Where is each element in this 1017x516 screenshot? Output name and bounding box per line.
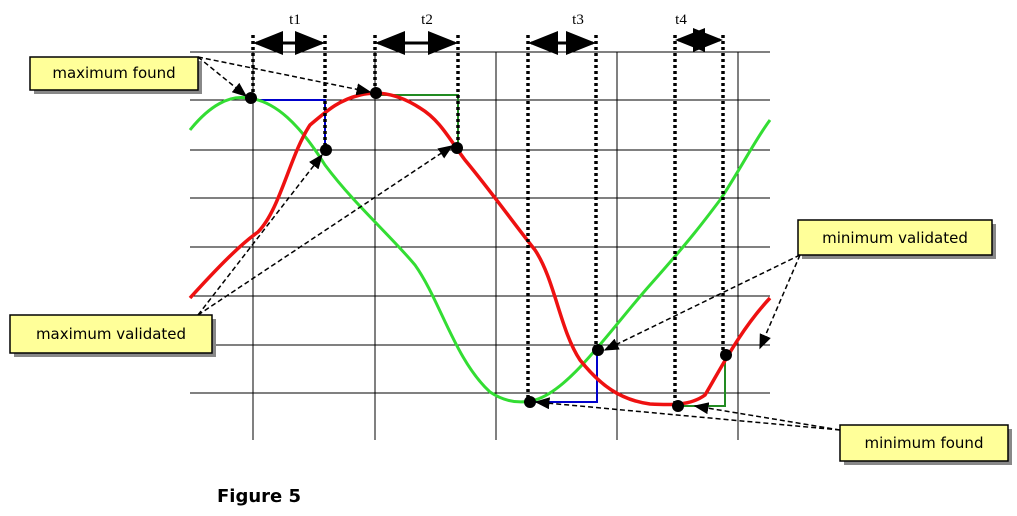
interval-markers	[251, 28, 725, 406]
hold-line	[677, 355, 726, 407]
label-box	[839, 424, 1009, 462]
hold-line	[253, 99, 326, 150]
callout-arrows	[197, 56, 841, 431]
label: minimum validated	[822, 229, 968, 247]
label-box	[797, 219, 993, 256]
hold-line	[375, 94, 459, 150]
caption: Figure 5	[217, 486, 301, 507]
label: maximum found	[52, 64, 175, 82]
red-curve	[188, 91, 772, 407]
interval-label: t4	[675, 12, 687, 28]
label-box	[9, 314, 213, 354]
green-curve	[188, 95, 772, 404]
interval-label: t3	[572, 12, 584, 28]
interval-label: t1	[289, 12, 301, 28]
label: minimum found	[865, 434, 984, 452]
hold-line	[530, 350, 598, 403]
label-box	[29, 56, 199, 91]
interval-label: t2	[421, 12, 433, 28]
points	[245, 87, 732, 412]
label: maximum validated	[36, 325, 186, 343]
